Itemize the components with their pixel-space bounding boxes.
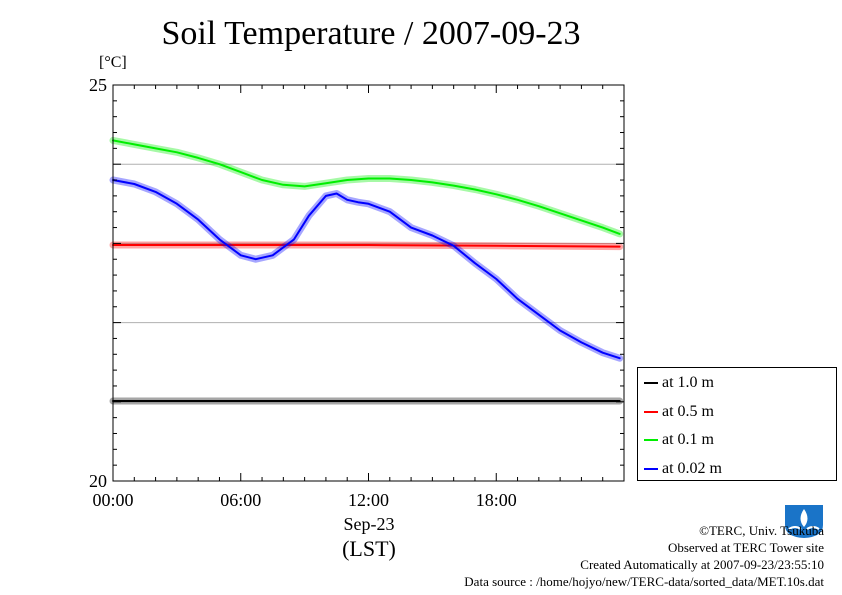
- series-line: [112, 179, 621, 360]
- x-tick-label: 12:00: [348, 490, 389, 510]
- axis-ticks: [112, 84, 625, 482]
- legend-item: at 0.02 m: [644, 460, 722, 478]
- series-halo: [109, 136, 624, 238]
- legend-item: at 0.5 m: [644, 403, 714, 421]
- legend-swatch: [644, 382, 658, 384]
- x-tick-label: 18:00: [476, 490, 517, 510]
- terc-logo: [783, 503, 825, 539]
- credit-copyright: ©TERC, Univ. Tsukuba: [699, 523, 824, 538]
- legend-label: at 0.1 m: [662, 431, 714, 448]
- credit-source: Data source : /home/hojyo/new/TERC-data/…: [464, 574, 824, 589]
- legend-label: at 0.02 m: [662, 459, 722, 477]
- x-axis-date-label: Sep-23: [343, 514, 395, 534]
- legend-swatch: [644, 439, 658, 441]
- credit-created: Created Automatically at 2007-09-23/23:5…: [580, 557, 824, 572]
- legend-swatch: [644, 410, 658, 413]
- legend-item: at 0.1 m: [644, 431, 714, 449]
- legend-swatch: [644, 467, 658, 470]
- y-tick-label: 25: [89, 75, 107, 95]
- x-tick-label: 00:00: [92, 490, 133, 510]
- legend-label: at 0.5 m: [662, 402, 714, 420]
- y-tick-label: 20: [89, 471, 107, 491]
- series-line: [112, 244, 621, 248]
- axis-tick-labels: 20 25 00:00 06:00 12:00 18:00: [89, 75, 517, 510]
- plot-frame: [112, 84, 625, 482]
- y-unit-label: [°C]: [99, 54, 127, 71]
- series-line: [112, 139, 621, 235]
- legend: at 1.0 m at 0.5 m at 0.1 m at 0.02 m: [637, 367, 837, 481]
- grid-lines: [113, 163, 624, 403]
- legend-label: at 1.0 m: [662, 374, 714, 391]
- series-lines: [109, 136, 624, 405]
- credit-observed: Observed at TERC Tower site: [667, 540, 824, 555]
- legend-item: at 1.0 m: [644, 374, 714, 392]
- x-tick-label: 06:00: [220, 490, 261, 510]
- x-axis-sub-label: (LST): [342, 536, 396, 561]
- chart-title: Soil Temperature / 2007-09-23: [161, 15, 581, 52]
